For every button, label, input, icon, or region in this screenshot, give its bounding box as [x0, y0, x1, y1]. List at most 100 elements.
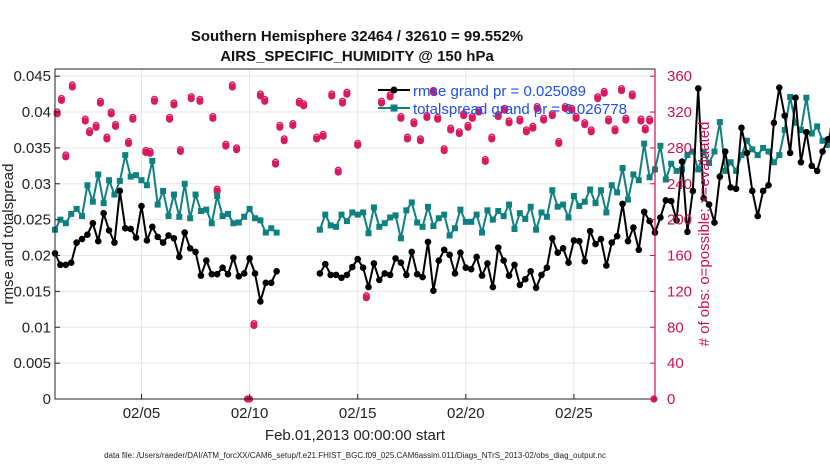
spread-line: [318, 96, 830, 240]
obs-evaluated-marker: [403, 135, 412, 143]
obs-evaluated-marker: [319, 132, 327, 140]
rmse-marker: [765, 181, 772, 189]
rmse-marker: [494, 244, 502, 251]
obs-evaluated-marker: [494, 112, 502, 121]
obs-evaluated-marker: [62, 153, 70, 161]
spread-marker: [224, 210, 231, 217]
obs-evaluated-marker: [85, 129, 94, 137]
spread-marker: [819, 137, 826, 144]
rmse-marker: [554, 249, 562, 256]
obs-evaluated-marker: [611, 127, 619, 135]
obs-evaluated-marker: [397, 114, 405, 122]
obs-count-series: [53, 81, 658, 403]
rmse-marker: [413, 270, 421, 278]
rmse-marker: [376, 276, 383, 284]
spread-marker: [424, 203, 431, 210]
spread-marker: [154, 201, 161, 208]
rmse-marker: [657, 214, 664, 221]
obs-evaluated-marker: [300, 102, 308, 110]
spread-marker: [414, 219, 421, 226]
rmse-marker: [148, 223, 156, 231]
rmse-marker: [262, 279, 270, 287]
obs-evaluated-marker: [568, 106, 576, 114]
spread-marker: [468, 218, 475, 225]
spread-marker: [646, 174, 653, 181]
obs-evaluated-marker: [429, 88, 437, 96]
spread-marker: [435, 215, 442, 222]
rmse-marker: [770, 119, 778, 127]
obs-evaluated-marker: [107, 110, 115, 118]
rmse-marker: [240, 270, 248, 277]
obs-evaluated-marker: [261, 97, 269, 105]
x-tick-label: 02/05: [123, 405, 161, 422]
rmse-marker: [678, 158, 686, 165]
rmse-marker: [543, 264, 551, 272]
spread-marker: [446, 232, 453, 239]
spread-marker: [770, 159, 777, 166]
rmse-marker: [613, 232, 621, 240]
obs-evaluated-marker: [176, 147, 185, 156]
rmse-marker: [154, 233, 162, 241]
rmse-marker: [532, 284, 540, 292]
rmse-marker: [603, 262, 610, 269]
obs-evaluated-marker: [377, 99, 386, 107]
rmse-marker: [403, 271, 410, 279]
legend-spread-marker: [390, 104, 398, 112]
rmse-marker: [386, 271, 394, 279]
x-tick-label: 02/20: [447, 405, 485, 422]
obs-evaluated-marker: [581, 120, 589, 129]
rmse-marker: [743, 149, 751, 157]
obs-evaluated-marker: [555, 139, 563, 148]
rmse-marker: [159, 239, 167, 246]
obs-evaluated-marker: [233, 146, 241, 154]
grid-lines: [55, 69, 655, 400]
obs-evaluated-marker: [250, 321, 258, 330]
right-tick-label: 0: [667, 391, 675, 408]
rmse-marker: [181, 229, 189, 236]
spread-marker: [116, 177, 123, 184]
rmse-marker: [581, 257, 589, 265]
spread-marker: [106, 177, 113, 184]
rmse-marker: [721, 148, 729, 155]
right-axis-label: # of obs: o=possible; ×=evaluated: [696, 122, 713, 347]
rmse-marker: [197, 272, 205, 279]
spread-marker: [441, 211, 448, 218]
spread-marker: [230, 220, 237, 227]
rmse-marker: [192, 248, 199, 256]
spread-marker: [727, 159, 734, 166]
rmse-marker: [824, 136, 830, 143]
spread-marker: [354, 211, 361, 218]
obs-evaluated-marker: [146, 149, 154, 157]
rmse-marker: [684, 228, 691, 236]
rmse-marker: [419, 273, 426, 281]
y-tick-label: 0.025: [13, 212, 51, 229]
spread-marker: [68, 210, 75, 217]
rmse-marker: [716, 173, 724, 180]
spread-marker: [662, 176, 669, 183]
obs-evaluated-marker: [561, 104, 569, 113]
rmse-marker: [219, 264, 226, 272]
spread-marker: [235, 219, 242, 226]
obs-evaluated-marker: [343, 90, 351, 98]
spread-marker: [743, 137, 750, 144]
right-tick-label: 160: [667, 248, 692, 265]
spread-marker: [273, 229, 280, 236]
rmse-marker: [111, 239, 118, 246]
spread-marker: [79, 213, 86, 220]
spread-marker: [381, 220, 388, 227]
rmse-marker: [257, 298, 264, 305]
spread-marker: [143, 182, 150, 189]
obs-evaluated-marker: [170, 101, 178, 109]
obs-evaluated-marker: [81, 117, 89, 125]
obs-evaluated-marker: [313, 135, 321, 143]
rmse-marker: [73, 239, 80, 246]
spread-marker: [706, 159, 713, 166]
spread-marker: [365, 230, 372, 237]
rmse-marker: [67, 259, 75, 266]
spread-marker: [749, 146, 756, 153]
spread-marker: [333, 223, 340, 230]
x-tick-label: 02/10: [231, 405, 269, 422]
spread-marker: [408, 199, 415, 206]
rmse-marker: [273, 268, 280, 275]
